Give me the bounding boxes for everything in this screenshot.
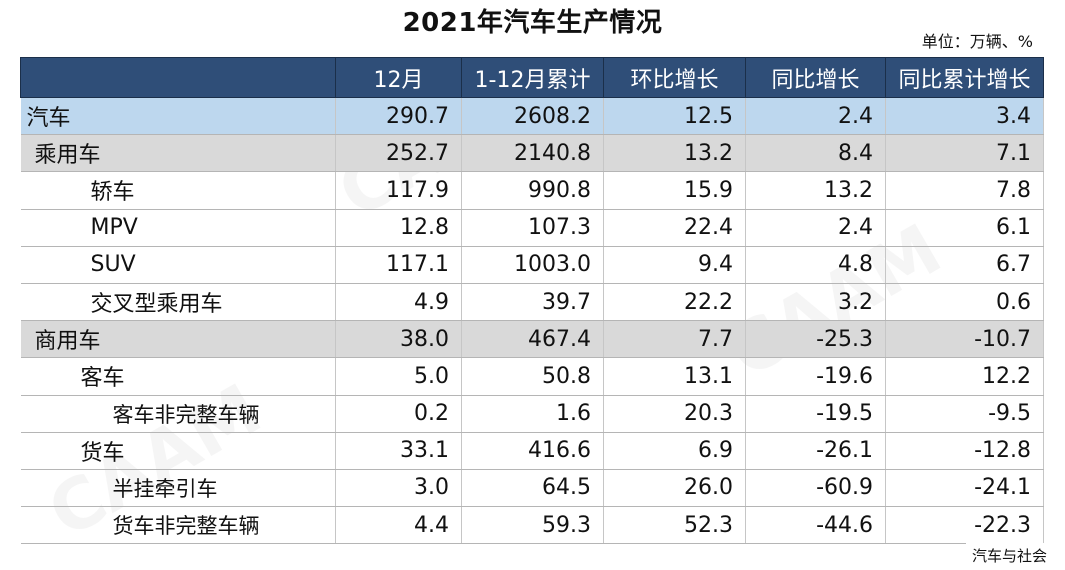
table-row: 半挂牵引车 3.0 64.5 26.0 -60.9 -24.1 bbox=[20, 469, 1044, 508]
table-row: 乘用车 252.7 2140.8 13.2 8.4 7.1 bbox=[20, 134, 1044, 173]
value-cell: 117.1 bbox=[335, 246, 462, 284]
value-cell: -19.6 bbox=[745, 357, 886, 396]
value-cell: 117.9 bbox=[335, 171, 462, 210]
value-cell: 4.9 bbox=[335, 283, 462, 322]
value-cell: 3.0 bbox=[335, 469, 462, 508]
row-label: 半挂牵引车 bbox=[20, 469, 336, 508]
value-cell: -25.3 bbox=[745, 320, 886, 359]
table-row: 轿车 117.9 990.8 15.9 13.2 7.8 bbox=[20, 171, 1044, 210]
value-cell: 990.8 bbox=[461, 171, 604, 210]
value-cell: 8.4 bbox=[745, 134, 886, 173]
value-cell: 52.3 bbox=[603, 506, 746, 545]
header-cell: 12月 bbox=[335, 57, 462, 98]
value-cell: 59.3 bbox=[461, 506, 604, 545]
table-row: 客车 5.0 50.8 13.1 -19.6 12.2 bbox=[20, 357, 1044, 396]
value-cell: -9.5 bbox=[885, 395, 1044, 433]
value-cell: 33.1 bbox=[335, 432, 462, 470]
value-cell: 12.2 bbox=[885, 357, 1044, 396]
page-title: 2021年汽车生产情况 bbox=[402, 8, 663, 38]
value-cell: -44.6 bbox=[745, 506, 886, 545]
value-cell: 12.8 bbox=[335, 209, 462, 247]
value-cell: 6.9 bbox=[603, 432, 746, 470]
value-cell: 13.1 bbox=[603, 357, 746, 396]
table-header-row: 12月 1-12月累计 环比增长 同比增长 同比累计增长 bbox=[20, 57, 1044, 98]
value-cell: 6.1 bbox=[885, 209, 1044, 247]
value-cell: 2.4 bbox=[745, 97, 886, 136]
value-cell: 64.5 bbox=[461, 469, 604, 508]
row-label: SUV bbox=[20, 246, 336, 284]
row-label: 客车 bbox=[20, 357, 336, 396]
value-cell: -22.3 bbox=[885, 506, 1044, 545]
unit-label: 单位：万辆、% bbox=[921, 32, 1033, 51]
value-cell: 2608.2 bbox=[461, 97, 604, 136]
value-cell: 1003.0 bbox=[461, 246, 604, 284]
value-cell: 290.7 bbox=[335, 97, 462, 136]
row-label: 交叉型乘用车 bbox=[20, 283, 336, 322]
table-row: 商用车 38.0 467.4 7.7 -25.3 -10.7 bbox=[20, 320, 1044, 359]
value-cell: 252.7 bbox=[335, 134, 462, 173]
value-cell: 107.3 bbox=[461, 209, 604, 247]
row-label: 乘用车 bbox=[20, 134, 336, 173]
row-label: 轿车 bbox=[20, 171, 336, 210]
value-cell: 3.4 bbox=[885, 97, 1044, 136]
row-label: 商用车 bbox=[20, 320, 336, 359]
value-cell: 13.2 bbox=[745, 171, 886, 210]
value-cell: 1.6 bbox=[461, 395, 604, 433]
header-cell bbox=[20, 57, 336, 98]
row-label: MPV bbox=[20, 209, 336, 247]
row-label: 货车非完整车辆 bbox=[20, 506, 336, 545]
value-cell: 0.6 bbox=[885, 283, 1044, 322]
value-cell: 13.2 bbox=[603, 134, 746, 173]
table-row: 汽车 290.7 2608.2 12.5 2.4 3.4 bbox=[20, 97, 1044, 136]
table-row: 货车非完整车辆 4.4 59.3 52.3 -44.6 -22.3 bbox=[20, 506, 1044, 545]
value-cell: 38.0 bbox=[335, 320, 462, 359]
value-cell: 416.6 bbox=[461, 432, 604, 470]
value-cell: 15.9 bbox=[603, 171, 746, 210]
value-cell: 3.2 bbox=[745, 283, 886, 322]
value-cell: 2.4 bbox=[745, 209, 886, 247]
table-row: MPV 12.8 107.3 22.4 2.4 6.1 bbox=[20, 209, 1044, 247]
value-cell: 467.4 bbox=[461, 320, 604, 359]
value-cell: 2140.8 bbox=[461, 134, 604, 173]
value-cell: 22.4 bbox=[603, 209, 746, 247]
value-cell: 0.2 bbox=[335, 395, 462, 433]
value-cell: -19.5 bbox=[745, 395, 886, 433]
value-cell: -60.9 bbox=[745, 469, 886, 508]
value-cell: 50.8 bbox=[461, 357, 604, 396]
value-cell: 9.4 bbox=[603, 246, 746, 284]
value-cell: 22.2 bbox=[603, 283, 746, 322]
value-cell: 4.4 bbox=[335, 506, 462, 545]
table-row: SUV 117.1 1003.0 9.4 4.8 6.7 bbox=[20, 246, 1044, 284]
value-cell: 7.7 bbox=[603, 320, 746, 359]
value-cell: 6.7 bbox=[885, 246, 1044, 284]
header-cell: 环比增长 bbox=[603, 57, 746, 98]
value-cell: 4.8 bbox=[745, 246, 886, 284]
header-cell: 同比累计增长 bbox=[885, 57, 1044, 98]
header-cell: 同比增长 bbox=[745, 57, 886, 98]
value-cell: 12.5 bbox=[603, 97, 746, 136]
production-table: 12月 1-12月累计 环比增长 同比增长 同比累计增长 汽车 290.7 2608… bbox=[20, 57, 1044, 545]
value-cell: -24.1 bbox=[885, 469, 1044, 508]
value-cell: 7.8 bbox=[885, 171, 1044, 210]
row-label: 客车非完整车辆 bbox=[20, 395, 336, 433]
header-cell: 1-12月累计 bbox=[461, 57, 604, 98]
value-cell: 5.0 bbox=[335, 357, 462, 396]
table-row: 货车 33.1 416.6 6.9 -26.1 -12.8 bbox=[20, 432, 1044, 470]
value-cell: 20.3 bbox=[603, 395, 746, 433]
value-cell: 7.1 bbox=[885, 134, 1044, 173]
table-row: 客车非完整车辆 0.2 1.6 20.3 -19.5 -9.5 bbox=[20, 395, 1044, 433]
value-cell: -10.7 bbox=[885, 320, 1044, 359]
source-label: 汽车与社会 bbox=[965, 543, 1053, 568]
value-cell: 39.7 bbox=[461, 283, 604, 322]
table-row: 交叉型乘用车 4.9 39.7 22.2 3.2 0.6 bbox=[20, 283, 1044, 322]
row-label: 货车 bbox=[20, 432, 336, 470]
value-cell: -26.1 bbox=[745, 432, 886, 470]
row-label: 汽车 bbox=[20, 97, 336, 136]
value-cell: -12.8 bbox=[885, 432, 1044, 470]
value-cell: 26.0 bbox=[603, 469, 746, 508]
